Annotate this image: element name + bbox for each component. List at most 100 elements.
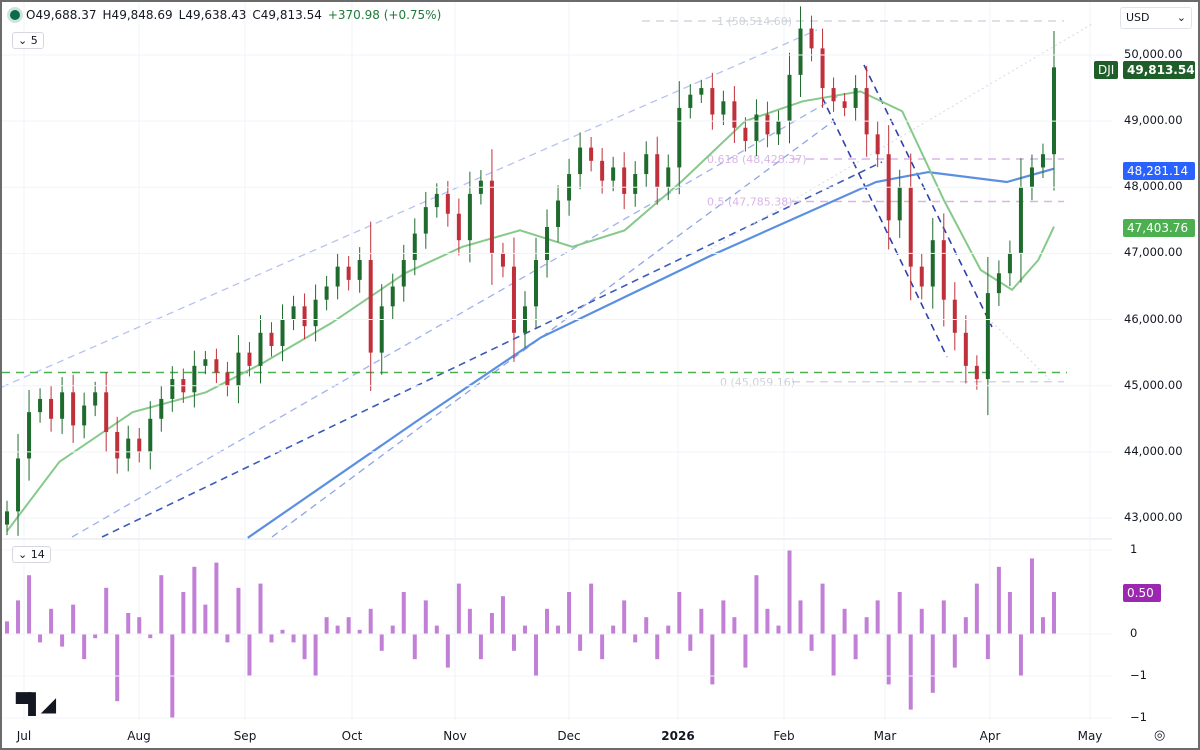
osc-bar xyxy=(335,625,340,634)
osc-bar xyxy=(545,608,550,634)
channel-middle-line[interactable] xyxy=(71,93,843,538)
candle-body xyxy=(545,226,550,261)
candle-body xyxy=(467,193,472,241)
candle-body xyxy=(644,154,649,175)
candle-body xyxy=(423,207,428,234)
candle-body xyxy=(236,352,241,386)
channel-lower-line[interactable] xyxy=(101,161,883,538)
candle-body xyxy=(280,319,285,347)
indicator-count: 5 xyxy=(30,34,38,47)
osc-bar xyxy=(556,625,561,634)
osc-bar xyxy=(148,634,153,639)
osc-bar xyxy=(346,617,351,634)
currency-select[interactable]: USD ⌄ xyxy=(1120,7,1192,29)
candle-body xyxy=(578,147,583,175)
candle-body xyxy=(159,398,164,419)
candle-body xyxy=(247,352,252,366)
osc-bar xyxy=(710,634,715,685)
candle-body xyxy=(853,88,858,108)
osc-bar xyxy=(478,634,483,660)
osc-bar xyxy=(776,625,781,634)
ma-blue-badge: 48,281.14 xyxy=(1123,162,1195,180)
osc-bar xyxy=(798,600,803,634)
candle-body xyxy=(401,260,406,287)
osc-bar xyxy=(137,617,142,634)
candle-body xyxy=(346,266,351,280)
settings-icon[interactable]: ◎ xyxy=(1154,728,1166,743)
candle-body xyxy=(1052,67,1056,155)
osc-bar xyxy=(875,600,880,634)
osc-bar xyxy=(500,596,505,634)
candle-body xyxy=(655,154,660,188)
fib-level-label: 0.5 (47,785.38) xyxy=(707,195,793,208)
candle-body xyxy=(908,187,913,267)
ma-blue-line[interactable] xyxy=(247,167,1055,539)
osc-bar xyxy=(699,608,704,634)
candle-body xyxy=(214,359,219,373)
candle-body xyxy=(71,392,76,426)
candle-body xyxy=(776,121,781,135)
channel-upper-line[interactable] xyxy=(2,29,818,388)
candle-body xyxy=(38,398,43,413)
osc-bar xyxy=(864,617,869,634)
fib-trend-line[interactable] xyxy=(701,23,1093,255)
osc-indicators-toggle[interactable]: ⌄ 14 xyxy=(12,546,51,563)
legend-open: O49,688.37 xyxy=(26,8,97,22)
osc-bar xyxy=(721,600,726,634)
candle-body xyxy=(170,379,175,399)
osc-bar xyxy=(919,608,924,634)
candle-body xyxy=(820,48,825,89)
osc-bar xyxy=(853,634,858,660)
osc-bar xyxy=(60,634,65,647)
candle-body xyxy=(952,299,957,333)
time-tick: Dec xyxy=(557,729,581,743)
chevron-down-icon: ⌄ xyxy=(18,548,28,561)
fib-level-label: 0 (45,059.16) xyxy=(720,376,795,389)
osc-bar xyxy=(302,634,307,660)
osc-bar xyxy=(534,634,539,676)
down-channel-lower-line[interactable] xyxy=(821,96,948,358)
price-tick: 45,000.00 xyxy=(1124,377,1183,392)
candle-body xyxy=(412,233,417,261)
price-tick: 43,000.00 xyxy=(1124,509,1183,524)
osc-bar xyxy=(115,634,120,702)
osc-bar xyxy=(952,634,957,668)
osc-bar xyxy=(368,608,373,634)
trend-lines xyxy=(2,23,1093,538)
main-indicators-toggle[interactable]: ⌄ 5 xyxy=(12,32,44,49)
ma-green-line[interactable] xyxy=(6,90,1055,532)
osc-bar xyxy=(1029,558,1034,634)
osc-bar xyxy=(1007,592,1012,634)
down-channel-upper-line[interactable] xyxy=(863,64,993,328)
osc-bar xyxy=(842,608,847,634)
osc-bar xyxy=(82,634,87,660)
candle-body xyxy=(489,180,494,254)
candle-body xyxy=(5,511,9,525)
channel-inner-line[interactable] xyxy=(271,121,833,538)
candle-body xyxy=(16,458,21,512)
time-tick: Oct xyxy=(341,729,363,743)
candle-body xyxy=(919,266,924,287)
osc-bar xyxy=(203,604,208,634)
legend-high: H49,848.69 xyxy=(102,8,173,22)
osc-bar xyxy=(611,625,616,634)
currency-label: USD xyxy=(1126,11,1150,24)
osc-bar xyxy=(578,634,583,651)
price-tick: 49,000.00 xyxy=(1124,113,1183,128)
osc-bar xyxy=(93,634,98,639)
osc-bar xyxy=(754,575,759,634)
osc-bar xyxy=(269,634,274,643)
chevron-down-icon: ⌄ xyxy=(1176,11,1186,24)
candle-body xyxy=(258,332,263,366)
candle-body xyxy=(192,365,197,393)
candle-body xyxy=(1018,187,1023,254)
candle-body xyxy=(721,101,726,115)
osc-bar xyxy=(16,600,21,634)
candle-body xyxy=(357,260,362,280)
candle-body xyxy=(379,306,384,353)
candle-body xyxy=(324,286,329,300)
candle-body xyxy=(511,266,516,333)
legend-change: +370.98 (+0.75%) xyxy=(327,8,442,22)
